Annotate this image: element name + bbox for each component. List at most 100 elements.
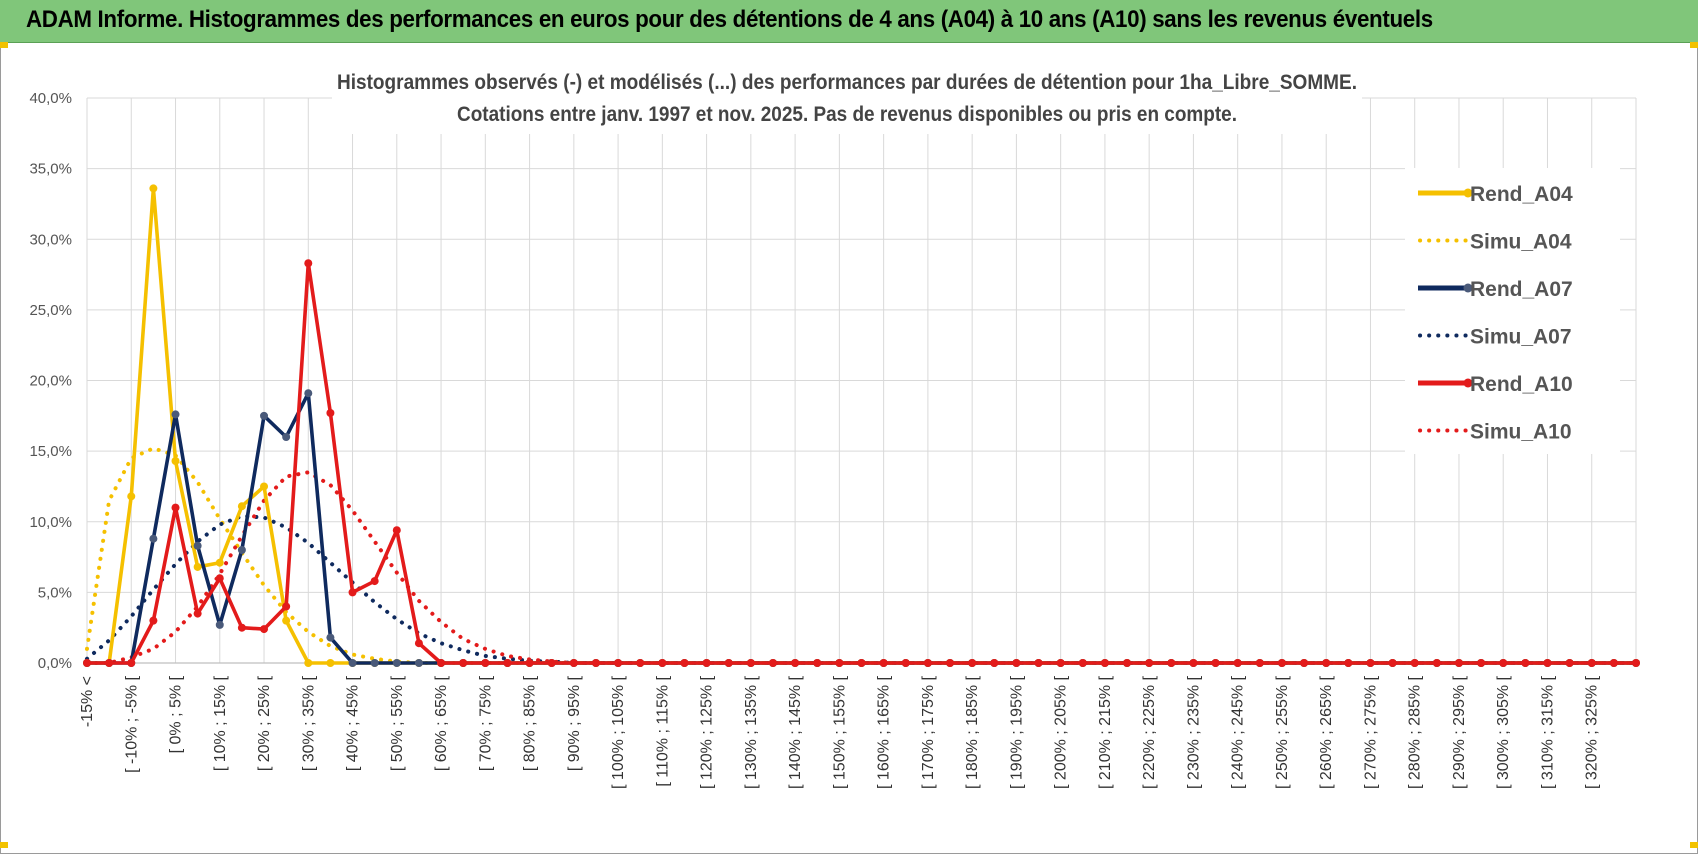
data-point (1167, 659, 1176, 667)
x-tick-label: [ 30% ; 35% [ (300, 675, 317, 771)
data-point (525, 659, 534, 667)
x-tick-label: [ 210% ; 215% [ (1097, 675, 1114, 789)
legend: Rend_A04 Simu_A04 Rend_A07 Simu_A07 Rend_A10… (1405, 168, 1620, 454)
data-point (105, 659, 114, 667)
y-tick-label: 35,0% (29, 161, 72, 178)
legend-background (1405, 168, 1620, 454)
legend-label: Simu_A04 (1470, 231, 1572, 254)
legend-item: Simu_A07 (1418, 326, 1572, 349)
data-point (237, 502, 246, 511)
corner-marker (0, 42, 8, 48)
series-line (87, 186, 1636, 665)
data-point (835, 659, 844, 667)
legend-label: Rend_A10 (1470, 373, 1573, 396)
data-point (260, 482, 269, 491)
legend-item: Rend_A07 (1418, 278, 1573, 301)
data-point (149, 534, 158, 543)
data-point (215, 574, 224, 583)
legend-label: Rend_A07 (1470, 278, 1573, 301)
data-point (1454, 659, 1463, 667)
data-point (282, 616, 291, 625)
data-point (1078, 659, 1087, 667)
x-tick-label: [ 50% ; 55% [ (389, 675, 406, 771)
data-point (414, 659, 423, 667)
x-tick-label: [ 230% ; 235% [ (1185, 675, 1202, 789)
x-tick-label: [ 160% ; 165% [ (876, 675, 893, 789)
legend-label: Rend_A04 (1470, 183, 1573, 206)
legend-item: Rend_A10 (1418, 373, 1573, 396)
x-tick-label: [ 250% ; 255% [ (1274, 675, 1291, 789)
data-point (990, 659, 999, 667)
data-point (1521, 659, 1530, 667)
x-tick-label: [ 80% ; 85% [ (522, 675, 539, 771)
x-tick-label: [ 130% ; 135% [ (743, 675, 760, 789)
data-point (879, 659, 888, 667)
data-point (1145, 659, 1154, 667)
x-tick-label: [ 260% ; 265% [ (1318, 675, 1335, 789)
x-tick-label: [ 240% ; 245% [ (1230, 675, 1247, 789)
data-point (1300, 659, 1309, 667)
data-point (901, 659, 910, 667)
corner-marker (1690, 842, 1698, 848)
data-point (149, 616, 158, 625)
x-tick-label: [ 100% ; 105% [ (610, 675, 627, 789)
series-line (87, 261, 1636, 665)
gridlines (86, 97, 1637, 664)
data-point (658, 659, 667, 667)
data-point (1477, 659, 1486, 667)
data-point (193, 562, 202, 571)
data-point (193, 541, 202, 550)
data-point (1609, 659, 1618, 667)
data-point (857, 659, 866, 667)
data-point (768, 659, 777, 667)
data-point (702, 659, 711, 667)
data-point (968, 659, 977, 667)
y-tick-label: 30,0% (29, 231, 72, 248)
data-point (1211, 659, 1220, 667)
data-point (326, 633, 335, 642)
x-tick-label: [ 10% ; 15% [ (212, 675, 229, 771)
data-point (1587, 659, 1596, 667)
data-point (171, 410, 180, 419)
legend-marker (1463, 188, 1473, 198)
data-point (127, 492, 136, 501)
data-point (326, 659, 335, 667)
x-tick-label: [ 200% ; 205% [ (1053, 675, 1070, 789)
data-point (636, 659, 645, 667)
data-point (1366, 659, 1375, 667)
x-tick-label: [ 140% ; 145% [ (787, 675, 804, 789)
data-point (437, 659, 446, 667)
data-point (614, 659, 623, 667)
data-point (1100, 659, 1109, 667)
data-point (370, 659, 379, 667)
data-point (1123, 659, 1132, 667)
data-point (503, 659, 512, 667)
x-tick-label: [ 170% ; 175% [ (920, 675, 937, 789)
x-tick-label: [ 280% ; 285% [ (1407, 675, 1424, 789)
data-point (1012, 659, 1021, 667)
data-point (1543, 659, 1552, 667)
data-point (813, 659, 822, 667)
page-title: ADAM Informe. Histogrammes des performan… (26, 6, 1433, 33)
data-point (260, 625, 269, 634)
x-tick-label: [ 190% ; 195% [ (1008, 675, 1025, 789)
data-point (282, 433, 291, 441)
series-line (85, 446, 1638, 665)
y-tick-label: 15,0% (29, 443, 72, 460)
chart-title-line1: Histogrammes observés (-) et modélisés (… (337, 71, 1357, 94)
data-point (171, 503, 180, 512)
x-tick-label: [ 120% ; 125% [ (699, 675, 716, 789)
data-point (83, 659, 91, 667)
data-point (946, 659, 955, 667)
series-layer (83, 184, 1640, 667)
x-tick-label: [ 290% ; 295% [ (1451, 675, 1468, 789)
series-Simu_A04 (85, 446, 1638, 665)
data-point (1233, 659, 1242, 667)
data-point (304, 659, 313, 667)
data-point (414, 639, 423, 648)
x-tick-label: -15% < (79, 676, 96, 727)
data-point (1432, 659, 1441, 667)
data-point (1056, 659, 1065, 667)
data-point (326, 408, 335, 417)
data-point (370, 577, 379, 586)
